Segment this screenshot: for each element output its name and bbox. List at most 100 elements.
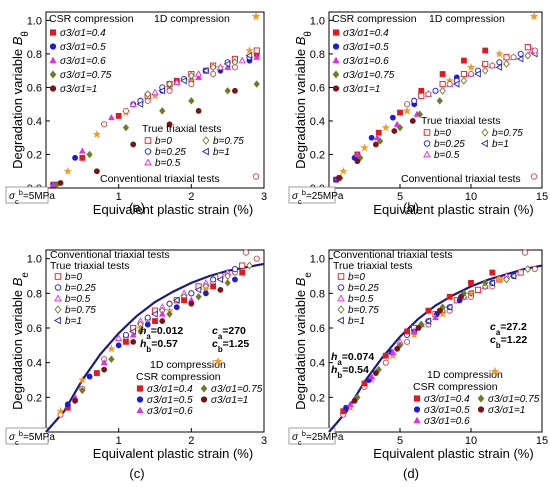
data-point	[151, 310, 158, 318]
legend-marker	[136, 385, 144, 392]
data-point	[223, 60, 231, 68]
y-tick-label: 0.4	[310, 116, 325, 128]
data-point	[439, 81, 446, 88]
data-point	[57, 180, 64, 186]
data-point	[188, 81, 195, 88]
x-tick-label: 15	[536, 191, 548, 203]
legend-label: b=0.5	[155, 158, 181, 169]
data-point	[439, 71, 446, 77]
data-point	[123, 338, 129, 345]
data-point	[166, 121, 173, 128]
legend-marker	[530, 173, 538, 180]
data-point	[436, 307, 443, 314]
legend-marker	[336, 316, 344, 325]
legend-title: Conventional triaxial tests	[100, 173, 220, 185]
legend-label: σ3/σ1=0.6	[60, 56, 106, 67]
y-axis-label: Degradation variable Be	[293, 272, 314, 410]
y-tick-label: 1.0	[310, 254, 325, 266]
data-point	[93, 370, 100, 376]
legend-title: 1D compression	[154, 13, 230, 25]
param-cb: cb=1.22	[490, 334, 527, 350]
legend-marker	[53, 316, 61, 325]
x-tick-label: 5	[397, 191, 403, 203]
legend-title: 1D compression	[150, 359, 226, 371]
y-axis-label: Degradation variable Be	[10, 272, 31, 410]
legend-label: σ3/σ1=0.6	[424, 416, 470, 427]
data-point	[232, 276, 238, 283]
data-point	[151, 88, 159, 96]
data-point	[368, 372, 375, 380]
data-point	[446, 81, 453, 88]
data-point	[415, 325, 422, 331]
data-point	[404, 328, 410, 335]
legend-marker	[49, 56, 57, 64]
legend-title: True triaxial tests	[142, 123, 222, 135]
x-tick-label: 5	[397, 435, 403, 447]
y-tick-label: 0.6	[310, 82, 325, 94]
legend-marker	[521, 249, 529, 256]
legend-label: σ3/σ1=0.75	[343, 70, 395, 81]
panel-letter: (a)	[129, 200, 145, 215]
data-point	[340, 408, 347, 415]
stress-badge	[5, 186, 49, 204]
legend-marker	[49, 85, 57, 92]
x-tick-label: 3	[261, 191, 267, 203]
legend-label: b=0.25	[65, 283, 96, 294]
data-point	[503, 275, 510, 284]
data-point	[245, 46, 254, 55]
legend-marker	[252, 173, 260, 180]
panel-letter: (b)	[403, 200, 419, 215]
data-point	[361, 380, 368, 387]
legend-marker	[481, 128, 489, 137]
legend-label: b=0	[65, 272, 82, 283]
legend-label: σ3/σ1=1	[343, 84, 380, 95]
data-point	[410, 327, 418, 334]
legend-marker	[144, 158, 152, 166]
legend-label: b=0.25	[348, 283, 379, 294]
legend-marker	[213, 356, 223, 366]
data-point	[391, 128, 398, 134]
data-point	[446, 293, 453, 300]
legend-marker	[144, 148, 152, 155]
legend-label: b=1	[348, 316, 365, 327]
data-point	[517, 269, 524, 276]
data-point	[503, 54, 510, 61]
data-point	[101, 121, 108, 128]
y-tick-label: 0.4	[27, 358, 42, 370]
data-point	[195, 73, 202, 80]
legend-marker	[200, 396, 208, 403]
legend-marker	[423, 140, 431, 147]
data-point	[136, 100, 144, 108]
data-point	[516, 55, 524, 63]
data-point	[210, 283, 217, 290]
y-tick-label: 1.0	[310, 15, 325, 27]
data-point	[253, 80, 260, 88]
legend-label: b=0	[348, 272, 365, 283]
data-point	[201, 67, 209, 75]
legend-marker	[54, 294, 62, 302]
legend-marker	[49, 70, 57, 79]
legend-label: b=0.75	[213, 136, 244, 147]
data-point	[517, 50, 524, 57]
x-tick-label: 1	[116, 191, 122, 203]
data-point	[253, 255, 260, 262]
data-point	[372, 141, 379, 148]
param-ha: ha=0.074	[331, 351, 374, 367]
data-point	[166, 310, 173, 318]
legend-marker	[337, 294, 345, 302]
legend-title: Conventional triaxial tests	[401, 173, 521, 185]
legend-label: σ3/σ1=0.4	[60, 28, 106, 39]
data-point	[115, 334, 123, 342]
plot-frame	[328, 249, 543, 433]
y-tick-label: 1.0	[27, 15, 42, 27]
data-point	[373, 134, 381, 141]
data-point	[202, 290, 209, 297]
legend-label: b=0.5	[348, 294, 374, 305]
x-tick-label: 2	[188, 435, 194, 447]
legend-marker	[490, 366, 500, 376]
data-point	[460, 70, 467, 78]
legend-marker	[413, 416, 421, 424]
y-axis-label: Degradation variable Bθ	[293, 31, 314, 169]
legend-label: σ3/σ1=0.75	[60, 70, 112, 81]
data-point	[122, 331, 129, 338]
